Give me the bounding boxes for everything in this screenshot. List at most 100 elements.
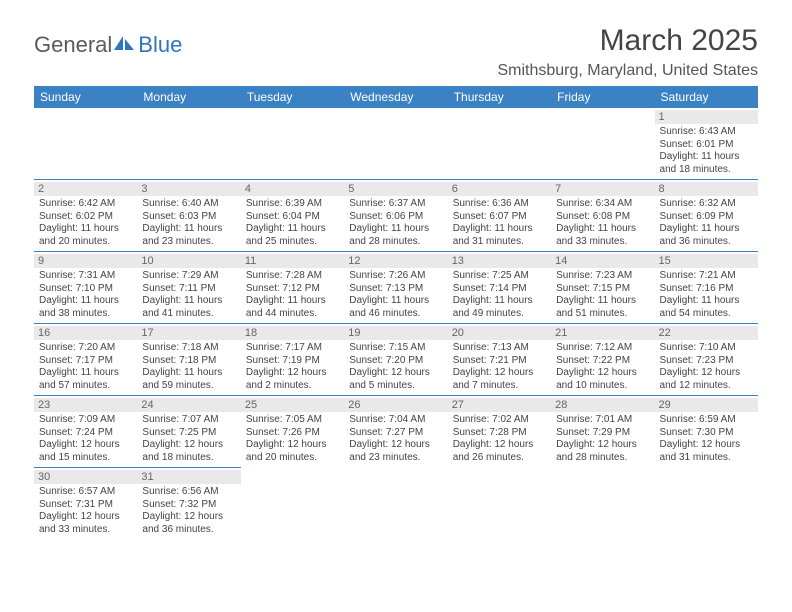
calendar-cell: 12Sunrise: 7:26 AMSunset: 7:13 PMDayligh… — [344, 252, 447, 324]
day-number: 10 — [137, 254, 240, 268]
calendar-cell: 9Sunrise: 7:31 AMSunset: 7:10 PMDaylight… — [34, 252, 137, 324]
day-info: Sunrise: 7:29 AMSunset: 7:11 PMDaylight:… — [142, 270, 235, 320]
calendar-cell — [241, 108, 344, 180]
month-title: March 2025 — [497, 24, 758, 58]
brand-logo: General Blue — [34, 32, 182, 58]
calendar-table: Sunday Monday Tuesday Wednesday Thursday… — [34, 86, 758, 539]
day-info: Sunrise: 7:21 AMSunset: 7:16 PMDaylight:… — [660, 270, 753, 320]
day-info: Sunrise: 7:13 AMSunset: 7:21 PMDaylight:… — [453, 342, 546, 392]
day-number: 18 — [241, 326, 344, 340]
calendar-cell: 24Sunrise: 7:07 AMSunset: 7:25 PMDayligh… — [137, 396, 240, 468]
day-number: 19 — [344, 326, 447, 340]
day-info: Sunrise: 6:34 AMSunset: 6:08 PMDaylight:… — [556, 198, 649, 248]
day-number: 17 — [137, 326, 240, 340]
day-number: 15 — [655, 254, 758, 268]
calendar-cell — [241, 468, 344, 540]
day-info: Sunrise: 7:02 AMSunset: 7:28 PMDaylight:… — [453, 414, 546, 464]
day-info: Sunrise: 6:57 AMSunset: 7:31 PMDaylight:… — [39, 486, 132, 536]
day-info: Sunrise: 6:43 AMSunset: 6:01 PMDaylight:… — [660, 126, 753, 176]
calendar-cell: 17Sunrise: 7:18 AMSunset: 7:18 PMDayligh… — [137, 324, 240, 396]
day-info: Sunrise: 6:56 AMSunset: 7:32 PMDaylight:… — [142, 486, 235, 536]
day-info: Sunrise: 6:39 AMSunset: 6:04 PMDaylight:… — [246, 198, 339, 248]
day-info: Sunrise: 6:36 AMSunset: 6:07 PMDaylight:… — [453, 198, 546, 248]
day-info: Sunrise: 7:20 AMSunset: 7:17 PMDaylight:… — [39, 342, 132, 392]
calendar-cell: 8 Sunrise: 6:32 AMSunset: 6:09 PMDaylight… — [655, 180, 758, 252]
day-number: 12 — [344, 254, 447, 268]
weekday-header: Saturday — [655, 86, 758, 108]
calendar-cell: 4 Sunrise: 6:39 AMSunset: 6:04 PMDaylight… — [241, 180, 344, 252]
calendar-cell: 5Sunrise: 6:37 AMSunset: 6:06 PMDaylight… — [344, 180, 447, 252]
day-number: 23 — [34, 398, 137, 412]
title-block: March 2025 Smithsburg, Maryland, United … — [497, 24, 758, 80]
calendar-cell — [448, 468, 551, 540]
calendar-cell: 15 Sunrise: 7:21 AMSunset: 7:16 PMDayligh… — [655, 252, 758, 324]
calendar-cell — [34, 108, 137, 180]
calendar-row: 16 Sunrise: 7:20 AMSunset: 7:17 PMDayligh… — [34, 324, 758, 396]
day-info: Sunrise: 6:32 AMSunset: 6:09 PMDaylight:… — [660, 198, 753, 248]
calendar-row: 2 Sunrise: 6:42 AMSunset: 6:02 PMDaylight… — [34, 180, 758, 252]
calendar-cell: 14Sunrise: 7:23 AMSunset: 7:15 PMDayligh… — [551, 252, 654, 324]
calendar-cell: 27 Sunrise: 7:02 AMSunset: 7:28 PMDayligh… — [448, 396, 551, 468]
calendar-cell: 31 Sunrise: 6:56 AMSunset: 7:32 PMDayligh… — [137, 468, 240, 540]
calendar-cell: 20 Sunrise: 7:13 AMSunset: 7:21 PMDayligh… — [448, 324, 551, 396]
day-info: Sunrise: 6:42 AMSunset: 6:02 PMDaylight:… — [39, 198, 132, 248]
day-number: 8 — [655, 182, 758, 196]
day-number: 25 — [241, 398, 344, 412]
brand-text-1: General — [34, 32, 112, 58]
calendar-cell: 1Sunrise: 6:43 AMSunset: 6:01 PMDaylight… — [655, 108, 758, 180]
day-number: 31 — [137, 470, 240, 484]
calendar-row: 9Sunrise: 7:31 AMSunset: 7:10 PMDaylight… — [34, 252, 758, 324]
day-info: Sunrise: 7:23 AMSunset: 7:15 PMDaylight:… — [556, 270, 649, 320]
weekday-header: Friday — [551, 86, 654, 108]
calendar-cell: 3Sunrise: 6:40 AMSunset: 6:03 PMDaylight… — [137, 180, 240, 252]
calendar-cell: 18 Sunrise: 7:17 AMSunset: 7:19 PMDayligh… — [241, 324, 344, 396]
day-number: 4 — [241, 182, 344, 196]
calendar-cell: 10 Sunrise: 7:29 AMSunset: 7:11 PMDayligh… — [137, 252, 240, 324]
calendar-cell: 23 Sunrise: 7:09 AMSunset: 7:24 PMDayligh… — [34, 396, 137, 468]
calendar-cell: 6Sunrise: 6:36 AMSunset: 6:07 PMDaylight… — [448, 180, 551, 252]
day-number: 16 — [34, 326, 137, 340]
day-number: 27 — [448, 398, 551, 412]
day-number: 9 — [34, 254, 137, 268]
calendar-cell: 22 Sunrise: 7:10 AMSunset: 7:23 PMDayligh… — [655, 324, 758, 396]
calendar-cell — [344, 468, 447, 540]
day-number: 22 — [655, 326, 758, 340]
sail-icon — [114, 34, 134, 50]
calendar-cell: 11Sunrise: 7:28 AMSunset: 7:12 PMDayligh… — [241, 252, 344, 324]
day-number: 29 — [655, 398, 758, 412]
calendar-cell — [448, 108, 551, 180]
day-info: Sunrise: 7:28 AMSunset: 7:12 PMDaylight:… — [246, 270, 339, 320]
day-number: 26 — [344, 398, 447, 412]
day-info: Sunrise: 7:17 AMSunset: 7:19 PMDaylight:… — [246, 342, 339, 392]
day-info: Sunrise: 7:09 AMSunset: 7:24 PMDaylight:… — [39, 414, 132, 464]
day-number: 20 — [448, 326, 551, 340]
calendar-cell: 13Sunrise: 7:25 AMSunset: 7:14 PMDayligh… — [448, 252, 551, 324]
calendar-cell: 26 Sunrise: 7:04 AMSunset: 7:27 PMDayligh… — [344, 396, 447, 468]
weekday-header: Monday — [137, 86, 240, 108]
calendar-cell: 21Sunrise: 7:12 AMSunset: 7:22 PMDayligh… — [551, 324, 654, 396]
calendar-cell: 16 Sunrise: 7:20 AMSunset: 7:17 PMDayligh… — [34, 324, 137, 396]
calendar-row: 1Sunrise: 6:43 AMSunset: 6:01 PMDaylight… — [34, 108, 758, 180]
calendar-row: 23 Sunrise: 7:09 AMSunset: 7:24 PMDayligh… — [34, 396, 758, 468]
day-number: 28 — [551, 398, 654, 412]
day-info: Sunrise: 7:15 AMSunset: 7:20 PMDaylight:… — [349, 342, 442, 392]
calendar-cell: 28Sunrise: 7:01 AMSunset: 7:29 PMDayligh… — [551, 396, 654, 468]
calendar-cell: 30Sunrise: 6:57 AMSunset: 7:31 PMDayligh… — [34, 468, 137, 540]
day-info: Sunrise: 7:04 AMSunset: 7:27 PMDaylight:… — [349, 414, 442, 464]
calendar-cell — [655, 468, 758, 540]
calendar-cell: 25Sunrise: 7:05 AMSunset: 7:26 PMDayligh… — [241, 396, 344, 468]
weekday-header: Sunday — [34, 86, 137, 108]
day-info: Sunrise: 6:59 AMSunset: 7:30 PMDaylight:… — [660, 414, 753, 464]
day-number: 5 — [344, 182, 447, 196]
calendar-cell — [551, 468, 654, 540]
calendar-cell — [137, 108, 240, 180]
day-info: Sunrise: 7:10 AMSunset: 7:23 PMDaylight:… — [660, 342, 753, 392]
day-number: 2 — [34, 182, 137, 196]
day-number: 7 — [551, 182, 654, 196]
brand-text-2: Blue — [138, 32, 182, 58]
weekday-header: Tuesday — [241, 86, 344, 108]
calendar-cell — [551, 108, 654, 180]
header: General Blue March 2025 Smithsburg, Mary… — [34, 24, 758, 80]
location: Smithsburg, Maryland, United States — [497, 62, 758, 80]
weekday-header-row: Sunday Monday Tuesday Wednesday Thursday… — [34, 86, 758, 108]
